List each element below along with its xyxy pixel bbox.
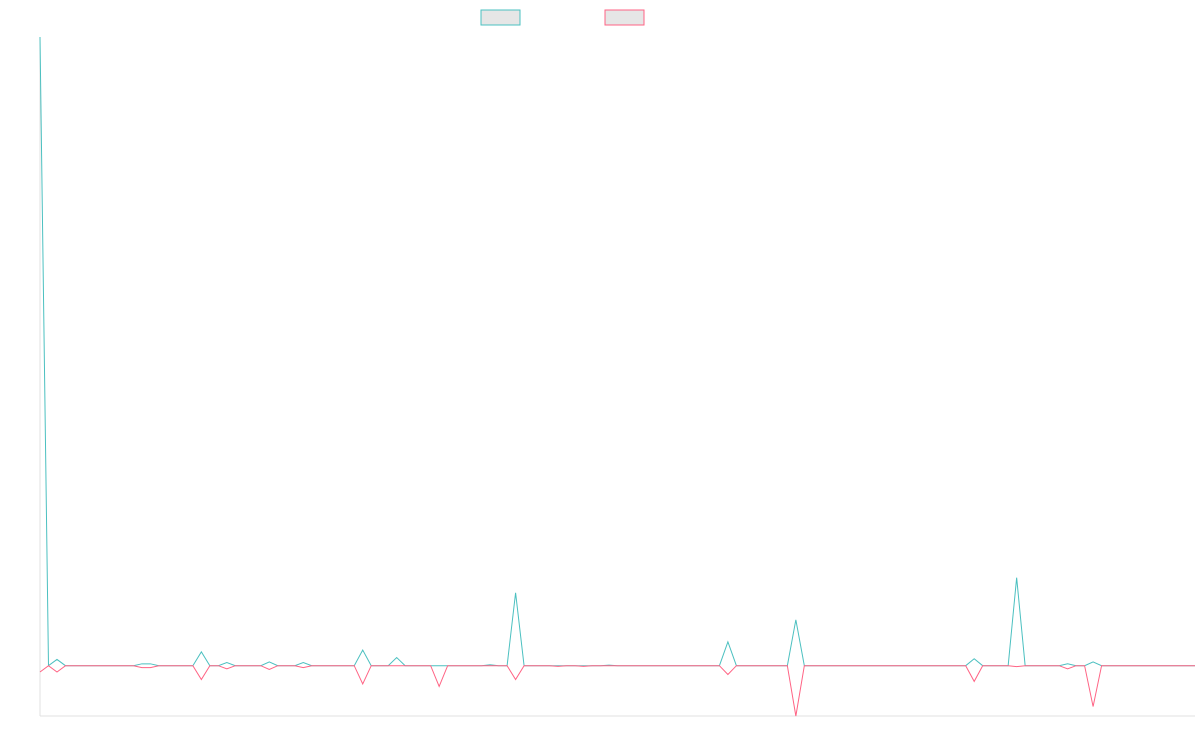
data-line bbox=[39, 665, 1195, 717]
legend-swatch bbox=[604, 9, 645, 26]
legend-swatch bbox=[480, 9, 521, 26]
data-line bbox=[39, 36, 1195, 667]
